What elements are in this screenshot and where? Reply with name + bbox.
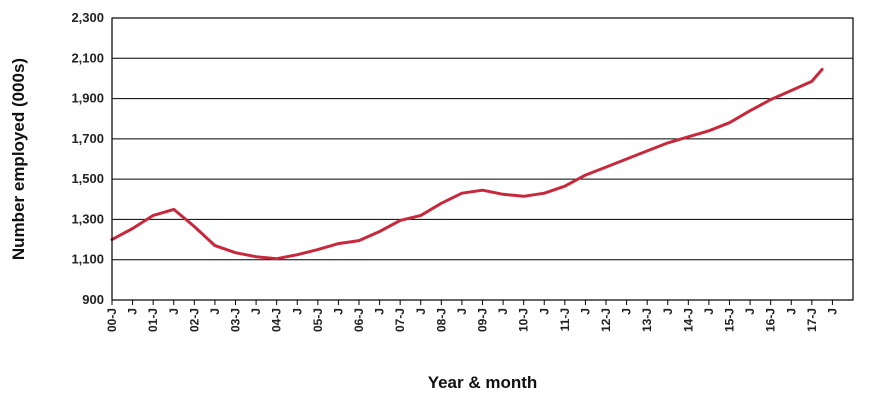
x-tick-label: J (496, 308, 510, 315)
y-tick-label: 2,300 (71, 10, 104, 25)
x-tick-label: J (331, 308, 345, 315)
x-tick-label: J (702, 308, 716, 315)
x-tick-label: 03-J (229, 308, 243, 332)
y-tick-label: 2,100 (71, 50, 104, 65)
x-tick-label: J (578, 308, 592, 315)
x-tick-label: 05-J (311, 308, 325, 332)
x-tick-label: 13-J (640, 308, 654, 332)
y-axis-title: Number employed (000s) (9, 58, 28, 260)
y-tick-label: 1,300 (71, 211, 104, 226)
x-tick-label: J (825, 308, 839, 315)
x-tick-label: J (126, 308, 140, 315)
x-tick-label: J (455, 308, 469, 315)
y-tick-label: 900 (82, 292, 104, 307)
y-tick-label: 1,100 (71, 252, 104, 267)
x-tick-label: 15-J (723, 308, 737, 332)
x-tick-label: 12-J (599, 308, 613, 332)
x-tick-label: 06-J (352, 308, 366, 332)
gridlines (112, 17, 853, 301)
x-axis-title: Year & month (428, 373, 538, 392)
x-tick-label: J (373, 308, 387, 315)
x-tick-label: 02-J (187, 308, 201, 332)
series-line (110, 67, 824, 261)
x-tick-label: 16-J (764, 308, 778, 332)
x-tick-label: 17-J (805, 308, 819, 332)
x-tick-label: J (249, 308, 263, 315)
x-tick-label: J (414, 308, 428, 315)
x-tick-label: 08-J (434, 308, 448, 332)
x-tick-label: J (208, 308, 222, 315)
x-tick-label: J (620, 308, 634, 315)
x-tick-label: 07-J (393, 308, 407, 332)
x-tick-label: 04-J (270, 308, 284, 332)
x-tick-label: J (290, 308, 304, 315)
y-tick-label: 1,900 (71, 91, 104, 106)
x-tick-label: 10-J (517, 308, 531, 332)
x-tick-label: 01-J (146, 308, 160, 332)
y-tick-label: 1,700 (71, 131, 104, 146)
x-tick-label: 11-J (558, 308, 572, 331)
plot-frame (111, 17, 854, 301)
x-tick-label: J (537, 308, 551, 315)
series-group (110, 67, 824, 261)
x-axis-ticks: 00-J J 01-J J 02-J J 03-J J 04-J J 05-J J 06-J J 07-J J… (105, 300, 839, 332)
x-tick-label: 14-J (681, 308, 695, 332)
x-tick-label: J (784, 308, 798, 315)
y-axis-ticks: 900 1,100 1,300 1,500 1,700 1,900 2,100 2,300 (71, 10, 104, 307)
x-tick-label: J (743, 308, 757, 315)
x-tick-label: J (167, 308, 181, 315)
x-tick-label: 00-J (105, 308, 119, 332)
x-tick-label: 09-J (476, 308, 490, 332)
x-tick-label: J (661, 308, 675, 315)
y-tick-label: 1,500 (71, 171, 104, 186)
